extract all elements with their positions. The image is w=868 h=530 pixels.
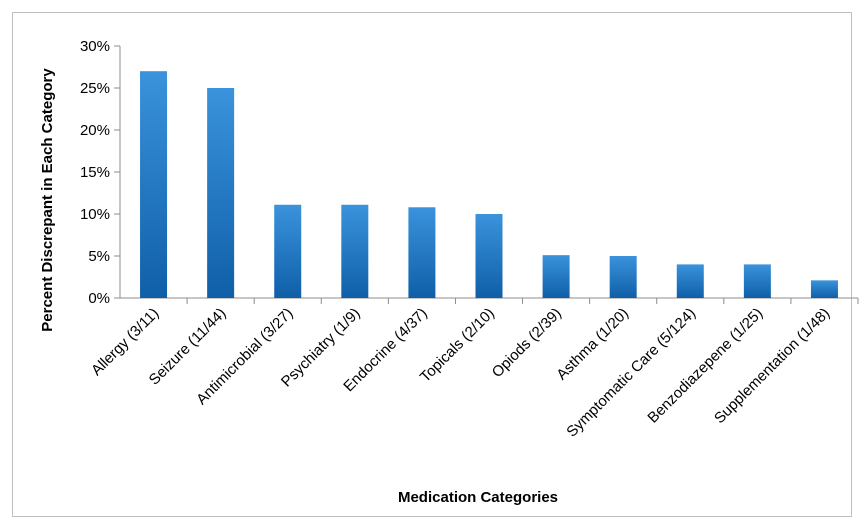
- bars-group: [140, 71, 838, 298]
- bar: [743, 264, 771, 298]
- y-axis-title: Percent Discrepant in Each Category: [39, 68, 56, 332]
- bar: [140, 71, 168, 298]
- y-tick-label: 30%: [80, 38, 110, 55]
- y-tick-label: 0%: [88, 290, 110, 307]
- bar: [609, 256, 637, 298]
- bar: [475, 214, 503, 298]
- category-label: Allergy (3/11): [88, 305, 162, 379]
- category-label: Opiods (2/39): [489, 305, 565, 381]
- y-tick-label: 25%: [80, 80, 110, 97]
- bar: [274, 204, 302, 298]
- x-axis-title: Medication Categories: [398, 489, 558, 506]
- bar: [207, 88, 235, 298]
- y-tick-label: 20%: [80, 122, 110, 139]
- bar: [408, 207, 436, 298]
- bar: [542, 255, 570, 298]
- category-label: Supplementation (1/48): [711, 305, 833, 427]
- bar: [341, 204, 369, 298]
- bar: [676, 264, 704, 298]
- y-tick-label: 15%: [80, 164, 110, 181]
- y-tick-label: 10%: [80, 206, 110, 223]
- bar: [810, 280, 838, 298]
- category-labels: Allergy (3/11)Seizure (11/44)Antimicrobi…: [88, 298, 859, 441]
- category-label: Symptomatic Care (5/124): [563, 305, 699, 441]
- y-tick-label: 5%: [88, 248, 110, 265]
- y-axis-ticks: 0% 5% 10% 15% 20% 25% 30%: [80, 38, 120, 307]
- category-label: Benzodiazepene (1/25): [644, 305, 766, 427]
